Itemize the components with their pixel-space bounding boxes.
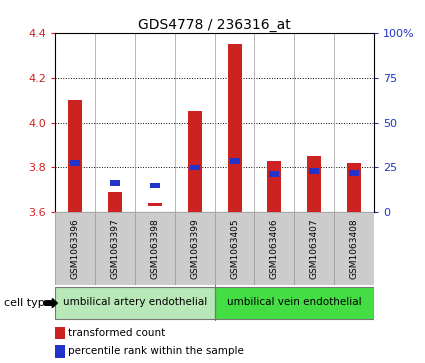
- Text: GSM1063405: GSM1063405: [230, 218, 239, 279]
- Bar: [215, 212, 255, 285]
- Bar: [148, 203, 162, 205]
- Text: GSM1063408: GSM1063408: [350, 218, 359, 279]
- Bar: [70, 160, 80, 166]
- Bar: [108, 192, 122, 212]
- Bar: [347, 163, 361, 212]
- Bar: [230, 158, 240, 163]
- Bar: [334, 212, 374, 285]
- Bar: [227, 44, 241, 212]
- Text: percentile rank within the sample: percentile rank within the sample: [68, 346, 244, 356]
- Bar: [55, 212, 95, 285]
- Bar: [309, 168, 319, 174]
- Text: umbilical artery endothelial: umbilical artery endothelial: [63, 297, 207, 307]
- Title: GDS4778 / 236316_at: GDS4778 / 236316_at: [138, 18, 291, 32]
- Bar: [110, 180, 120, 186]
- Text: GSM1063406: GSM1063406: [270, 218, 279, 279]
- Bar: [267, 161, 281, 212]
- Bar: [55, 345, 65, 358]
- Bar: [307, 156, 321, 212]
- Text: GSM1063398: GSM1063398: [150, 218, 159, 279]
- Text: umbilical vein endothelial: umbilical vein endothelial: [227, 297, 362, 307]
- Text: GSM1063397: GSM1063397: [110, 218, 119, 279]
- Text: GSM1063399: GSM1063399: [190, 218, 199, 279]
- Bar: [188, 111, 202, 212]
- Bar: [150, 183, 160, 188]
- Bar: [175, 212, 215, 285]
- Bar: [190, 165, 200, 170]
- Bar: [135, 212, 175, 285]
- Bar: [55, 327, 65, 339]
- Text: GSM1063407: GSM1063407: [310, 218, 319, 279]
- Bar: [349, 170, 359, 176]
- Text: transformed count: transformed count: [68, 328, 165, 338]
- Bar: [269, 171, 279, 177]
- Text: GSM1063396: GSM1063396: [71, 218, 79, 279]
- Bar: [255, 212, 294, 285]
- Bar: [95, 212, 135, 285]
- Text: cell type: cell type: [4, 298, 52, 308]
- Bar: [68, 100, 82, 212]
- Bar: [55, 287, 215, 319]
- Bar: [215, 287, 374, 319]
- Bar: [294, 212, 334, 285]
